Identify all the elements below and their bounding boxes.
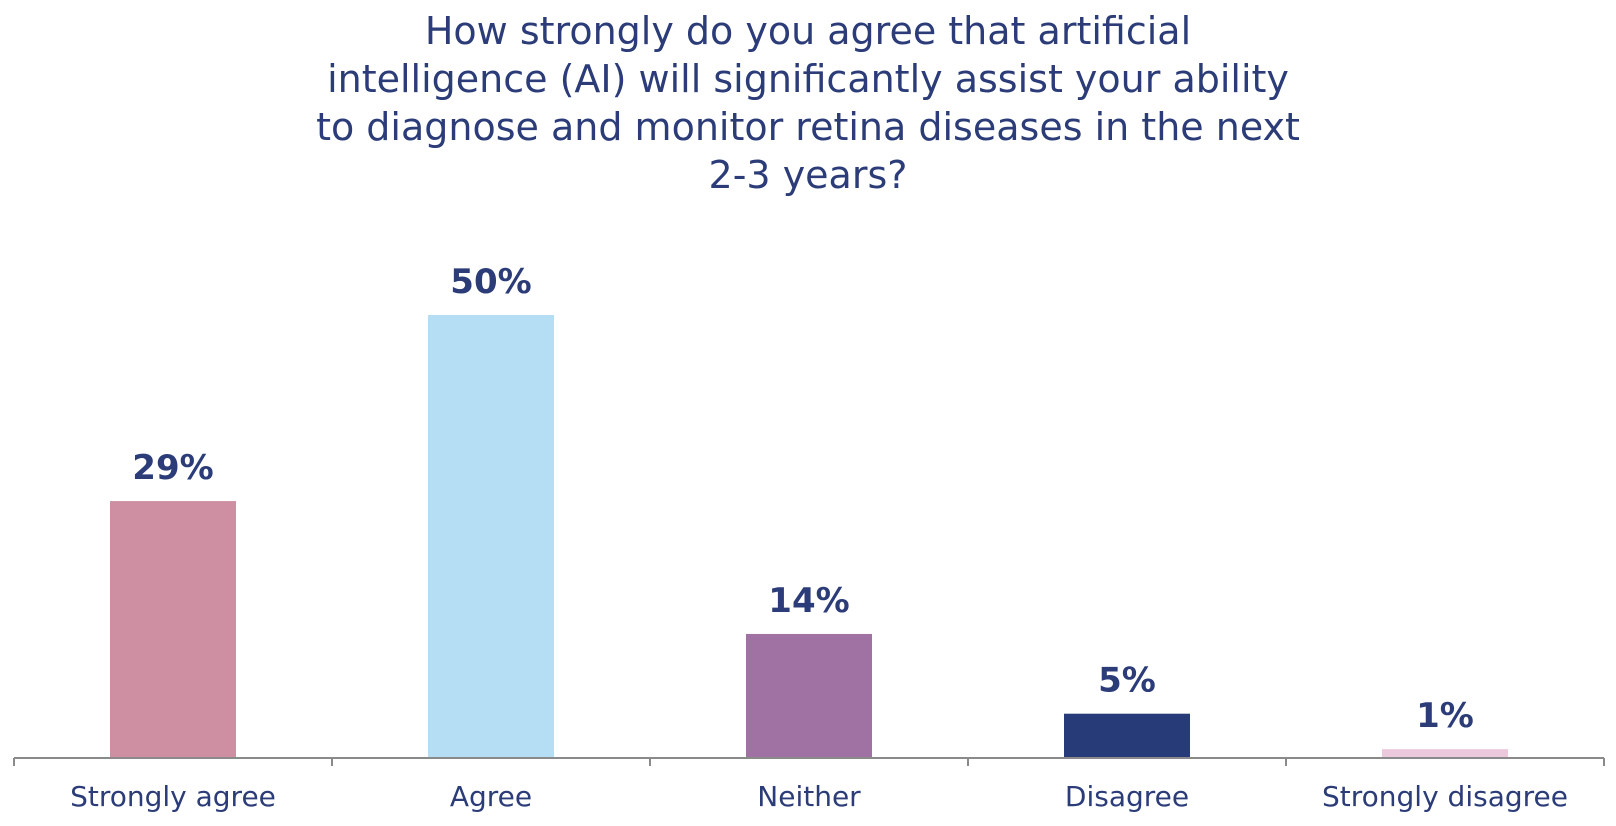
title-line: intelligence (AI) will significantly ass… — [327, 57, 1289, 101]
x-tick-label: Agree — [450, 780, 532, 813]
bar-strongly-agree — [110, 501, 236, 758]
data-label: 50% — [450, 262, 531, 302]
data-label: 1% — [1416, 696, 1474, 736]
bar-strongly-disagree — [1382, 749, 1508, 758]
x-axis: Strongly agree Agree Neither Disagree Strong… — [13, 757, 1605, 813]
x-tick-label: Strongly agree — [70, 780, 276, 813]
title-line: to diagnose and monitor retina diseases … — [316, 105, 1300, 149]
title-line: 2-3 years? — [709, 153, 908, 197]
x-tick-label: Neither — [757, 780, 861, 813]
chart-title: How strongly do you agree that artificia… — [316, 9, 1300, 197]
data-label: 29% — [132, 448, 213, 488]
data-labels: 29% 50% 14% 5% 1% — [132, 262, 1474, 736]
data-label: 14% — [768, 581, 849, 621]
bar-disagree — [1064, 713, 1190, 758]
data-label: 5% — [1098, 661, 1156, 701]
title-line: How strongly do you agree that artificia… — [425, 9, 1191, 53]
x-tick-label: Disagree — [1065, 780, 1189, 813]
x-tick-label: Strongly disagree — [1322, 780, 1568, 813]
bar-neither — [746, 633, 872, 758]
bar-agree — [428, 315, 554, 758]
bars — [110, 315, 1508, 758]
